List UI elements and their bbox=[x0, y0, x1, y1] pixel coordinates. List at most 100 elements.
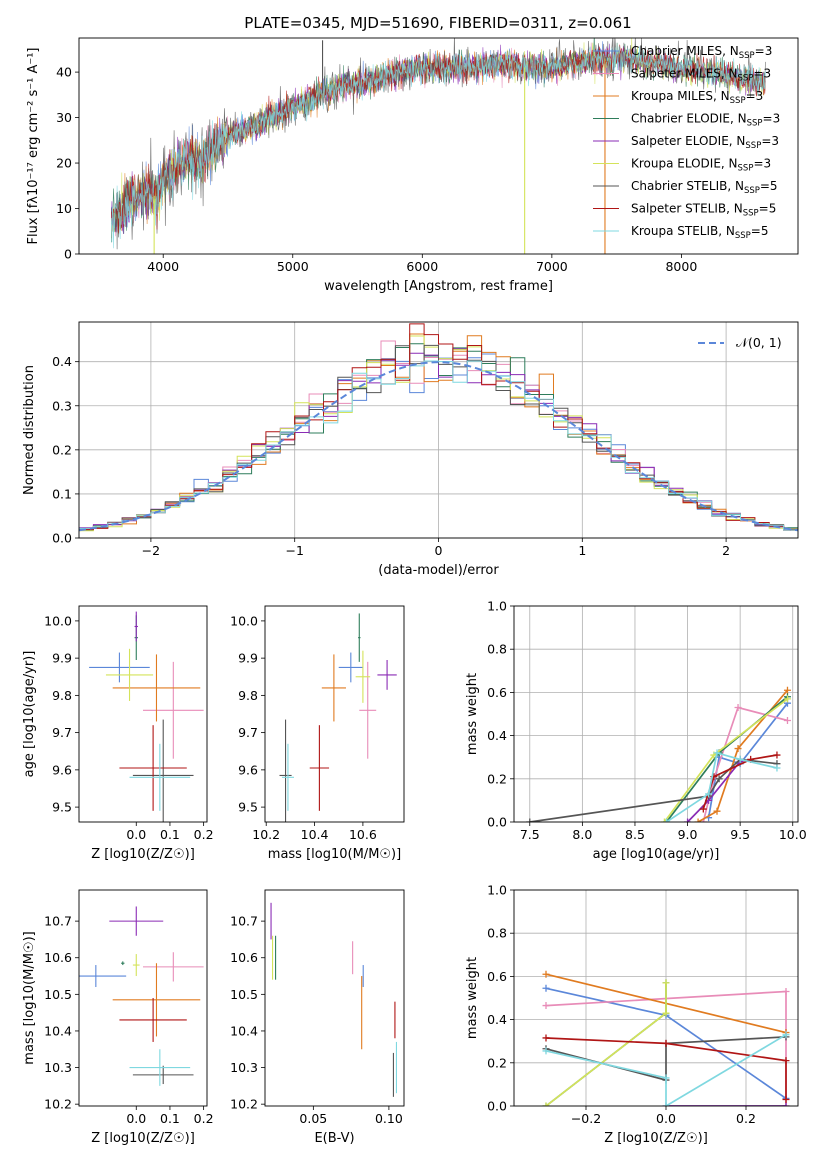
x-axis-label: (data-model)/error bbox=[378, 563, 499, 578]
y-tick-label: 0.1 bbox=[52, 486, 72, 501]
x-tick-label: 7000 bbox=[536, 259, 568, 274]
legend-label: Chabrier ELODIE, NSSP=3 bbox=[631, 112, 780, 129]
y-tick-label: 9.5 bbox=[52, 800, 72, 815]
x-tick-label: 9.5 bbox=[730, 827, 750, 842]
y-tick-label: 9.7 bbox=[52, 725, 72, 740]
weight-marker bbox=[662, 1009, 670, 1017]
y-tick-label: 0.4 bbox=[52, 354, 72, 369]
axes-frame bbox=[264, 889, 405, 1107]
y-tick-label: 10.5 bbox=[44, 987, 72, 1002]
weight-marker bbox=[705, 790, 713, 798]
weight-marker bbox=[782, 1102, 790, 1106]
y-tick-label: 0.0 bbox=[487, 1099, 507, 1114]
x-tick-label: −1 bbox=[285, 543, 303, 558]
histogram-series bbox=[79, 323, 798, 531]
y-tick-label: 9.7 bbox=[238, 725, 258, 740]
weight-marker bbox=[734, 745, 742, 753]
weight-marker bbox=[736, 755, 744, 763]
weight-marker bbox=[783, 695, 791, 703]
x-tick-label: 0.0 bbox=[126, 1111, 146, 1126]
weight-marker bbox=[663, 818, 671, 822]
y-tick-label: 0.2 bbox=[52, 442, 72, 457]
x-tick-label: 10.2 bbox=[252, 827, 280, 842]
weight-line bbox=[702, 706, 788, 822]
plot-area-age-vs-mass bbox=[279, 613, 397, 822]
weight-marker bbox=[662, 1039, 670, 1047]
errorbar-point bbox=[112, 654, 201, 722]
x-axis-label: Z [log10(Z/Z☉)] bbox=[91, 847, 195, 862]
errorbar-point bbox=[89, 652, 150, 683]
y-tick-label: 10.5 bbox=[230, 987, 258, 1002]
errorbar-point bbox=[132, 1065, 194, 1085]
x-axis-label: Z [log10(Z/Z☉)] bbox=[604, 1131, 708, 1146]
x-tick-label: 10.6 bbox=[349, 827, 377, 842]
weight-marker bbox=[662, 979, 670, 987]
panel-age-vs-Z: 0.0 0.1 0.2 9.5 9.6 9.7 9.8 9.9 10.0 Z [log10(Z/Z… bbox=[22, 605, 214, 862]
axes-frame bbox=[264, 605, 405, 823]
errorbar-point bbox=[355, 650, 371, 703]
x-axis-label: wavelength [Angstrom, rest frame] bbox=[324, 279, 553, 294]
x-tick-label: 0.0 bbox=[126, 827, 146, 842]
errorbar-point bbox=[143, 952, 204, 982]
axes-frame bbox=[513, 889, 799, 1107]
weight-marker bbox=[684, 818, 692, 822]
y-tick-label: 10.3 bbox=[230, 1060, 258, 1075]
y-axis-label: mass [log10(M/M☉)] bbox=[22, 931, 37, 1064]
x-tick-label: 5000 bbox=[277, 259, 309, 274]
y-tick-label: 9.9 bbox=[52, 651, 72, 666]
errorbar-point bbox=[134, 611, 138, 642]
panel-weight-vs-Z: −0.2 0.0 0.2 0.0 0.2 0.4 0.6 0.8 1.0 Z [log10(Z/Z… bbox=[465, 883, 799, 1146]
y-axis-label: age [log10(age/yr)] bbox=[22, 651, 37, 778]
y-axis-label: Normed distribution bbox=[22, 365, 37, 495]
y-tick-label: 10.2 bbox=[44, 1097, 72, 1112]
weight-marker bbox=[542, 984, 550, 992]
plot-area-spectrum bbox=[111, 38, 766, 254]
x-tick-label: 2 bbox=[722, 543, 730, 558]
errorbar-point bbox=[105, 648, 154, 701]
histogram-series bbox=[79, 344, 798, 530]
weight-marker bbox=[782, 988, 790, 996]
y-tick-label: 10.4 bbox=[44, 1023, 72, 1038]
x-tick-label: −0.2 bbox=[571, 1111, 601, 1126]
y-axis-label: Flux [fλ10⁻¹⁷ erg cm⁻² s⁻¹ A⁻¹] bbox=[26, 48, 41, 245]
weight-marker bbox=[660, 818, 668, 822]
errorbar-point bbox=[119, 998, 187, 1042]
y-tick-label: 0.6 bbox=[487, 969, 507, 984]
x-tick-label: 1 bbox=[578, 543, 586, 558]
plot-area-residuals bbox=[79, 323, 798, 532]
errorbar-point bbox=[279, 719, 292, 822]
y-tick-label: 40 bbox=[56, 65, 72, 80]
legend-label: Kroupa MILES, NSSP=3 bbox=[631, 89, 763, 106]
x-tick-label: 0.2 bbox=[736, 1111, 756, 1126]
y-tick-label: 9.8 bbox=[52, 688, 72, 703]
errorbar-point bbox=[109, 906, 164, 936]
spectrum-line bbox=[111, 45, 766, 249]
plot-area-mass-vs-ebv bbox=[270, 902, 397, 1097]
weight-marker bbox=[734, 704, 742, 712]
weight-marker bbox=[699, 805, 707, 813]
x-axis-label: age [log10(age/yr)] bbox=[593, 847, 720, 862]
axes-frame bbox=[78, 37, 799, 255]
y-tick-label: 0.3 bbox=[52, 398, 72, 413]
plot-area-weight-vs-Z bbox=[542, 970, 790, 1106]
errorbar-point bbox=[143, 661, 204, 759]
errorbar-point bbox=[132, 954, 140, 977]
y-tick-label: 0.8 bbox=[487, 642, 507, 657]
x-tick-label: 0.0 bbox=[656, 1111, 676, 1126]
x-tick-label: 0.1 bbox=[160, 827, 180, 842]
weight-marker bbox=[773, 764, 781, 772]
weight-marker bbox=[713, 807, 721, 815]
x-tick-label: 7.5 bbox=[520, 827, 540, 842]
y-tick-label: 20 bbox=[56, 156, 72, 171]
panel-weight-vs-age: 7.5 8.0 8.5 9.0 9.5 10.0 0.0 0.2 0.4 0.6 0.8 1.0 age… bbox=[465, 599, 807, 863]
errorbar-point bbox=[321, 654, 346, 722]
y-tick-label: 10.7 bbox=[44, 914, 72, 929]
y-tick-label: 10.2 bbox=[230, 1097, 258, 1112]
panel-spectrum: 4000 5000 6000 7000 8000 0 10 20 30 40 wavelength … bbox=[26, 37, 799, 294]
errorbar-point bbox=[359, 661, 377, 759]
weight-marker bbox=[782, 1096, 790, 1104]
y-tick-label: 0.4 bbox=[487, 728, 507, 743]
y-tick-label: 9.6 bbox=[238, 762, 258, 777]
x-tick-label: 0.1 bbox=[160, 1111, 180, 1126]
y-tick-label: 0.2 bbox=[487, 771, 507, 786]
